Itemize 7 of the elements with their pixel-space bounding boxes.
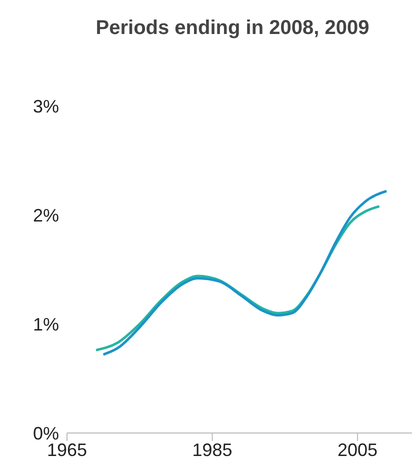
chart-title: Periods ending in 2008, 2009: [94, 16, 370, 41]
y-tick-label: 3%: [32, 96, 59, 116]
line-series: [102, 190, 388, 356]
y-tick-label: 1%: [32, 314, 59, 334]
x-tick-label: 2005: [338, 440, 378, 460]
x-tick-label: 1985: [192, 440, 232, 460]
y-tick-label: 2%: [32, 205, 59, 226]
